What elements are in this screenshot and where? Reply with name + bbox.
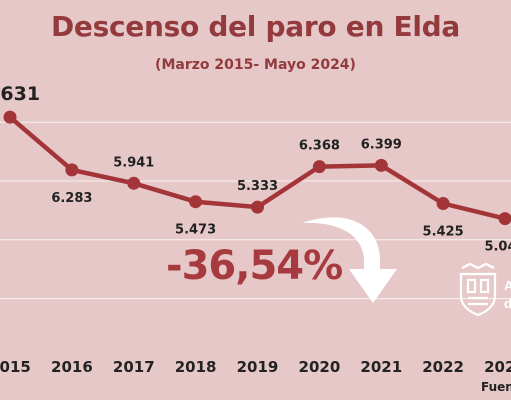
- data-point: [312, 160, 326, 174]
- municipal-crest-logo: A d: [459, 262, 511, 317]
- x-tick-label: 2015: [0, 358, 31, 376]
- data-label: 5.473: [175, 223, 216, 238]
- data-point: [436, 197, 450, 210]
- chart-title: Descenso del paro en Elda: [50, 10, 460, 43]
- x-tick-label: 2022: [422, 358, 464, 376]
- data-label: 6.368: [299, 139, 340, 154]
- data-label: 5.425: [423, 225, 464, 240]
- data-point: [127, 176, 141, 190]
- data-point: [189, 195, 203, 209]
- data-point: [251, 200, 264, 214]
- data-label: 5.941: [113, 155, 154, 170]
- x-tick-label: 2020: [299, 358, 341, 376]
- data-label: 6.283: [51, 191, 92, 206]
- data-label: 7.631: [0, 83, 40, 105]
- data-label: 5.333: [237, 179, 278, 194]
- x-tick-label: 2018: [175, 358, 217, 376]
- x-tick-label: 2016: [51, 358, 93, 376]
- curved-arrow-down-icon: [302, 217, 397, 303]
- source-caption: Fuen: [481, 380, 511, 394]
- data-point: [3, 110, 17, 124]
- x-tick-label: 2023: [484, 358, 511, 376]
- svg-text:A: A: [504, 278, 511, 293]
- data-point: [498, 212, 511, 226]
- x-tick-label: 2021: [360, 358, 402, 376]
- data-point: [374, 158, 388, 172]
- data-label: 6.399: [361, 137, 402, 152]
- data-label: 5.040: [484, 240, 511, 255]
- x-tick-label: 2019: [237, 358, 279, 376]
- chart-subtitle: (Marzo 2015- Mayo 2024): [155, 57, 356, 73]
- x-tick-label: 2017: [113, 358, 155, 376]
- data-point: [65, 163, 79, 177]
- percent-change-label: -36,54%: [166, 243, 343, 289]
- svg-text:d: d: [504, 296, 511, 311]
